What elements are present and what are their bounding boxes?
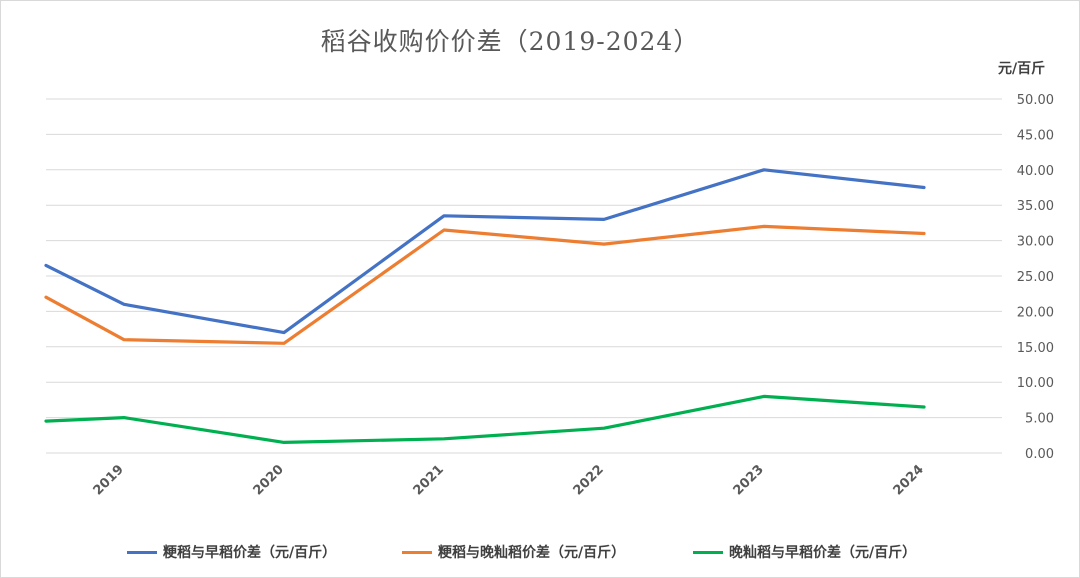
x-tick-label-2021: 2021 [411,462,447,498]
series-line-2 [44,224,926,345]
y-tick-label-6: 30.00 [1017,235,1054,250]
y-tick-label-0: 0.00 [1025,447,1054,462]
y-tick-label-7: 35.00 [1017,199,1054,214]
y-tick-label-4: 20.00 [1017,305,1054,320]
gridlines [46,98,1002,454]
x-tick-label-2023: 2023 [731,462,767,498]
series-line-3 [44,394,926,444]
legend-swatch-1 [127,550,157,554]
chart-title: 稻谷收购价价差（2019-2024） [320,27,700,56]
x-tick-label-2019: 2019 [91,462,127,498]
y-tick-label-10: 50.00 [1017,93,1054,108]
y-axis-ticks: 0.00 5.00 10.00 15.00 20.00 25.00 30.00 35.00 40… [1017,93,1054,462]
y-tick-label-2: 10.00 [1017,376,1054,391]
y-tick-label-1: 5.00 [1025,412,1054,427]
legend-item-2[interactable]: 粳稻与晚籼稻价差（元/百斤） [402,540,625,564]
x-tick-label-2020: 2020 [251,462,287,498]
legend-label-3: 晚籼稻与早稻价差（元/百斤） [729,545,917,561]
legend-swatch-2 [402,550,432,554]
series-lines [44,168,926,444]
x-tick-label-2022: 2022 [571,462,607,498]
y-tick-label-5: 25.00 [1017,270,1054,285]
series-line-1 [44,168,926,335]
legend-swatch-3 [693,550,723,554]
y-tick-label-9: 45.00 [1017,128,1054,143]
legend-label-2: 粳稻与晚籼稻价差（元/百斤） [438,545,626,561]
x-tick-label-2024: 2024 [891,462,927,498]
legend-item-3[interactable]: 晚籼稻与早稻价差（元/百斤） [693,540,916,564]
legend: 粳稻与早稻价差（元/百斤） 粳稻与晚籼稻价差（元/百斤） 晚籼稻与早稻价差（元/… [0,540,1080,564]
y-tick-label-8: 40.00 [1017,164,1054,179]
legend-item-1[interactable]: 粳稻与早稻价差（元/百斤） [127,540,336,564]
y-tick-label-3: 15.00 [1017,341,1054,356]
legend-label-1: 粳稻与早稻价差（元/百斤） [163,545,337,561]
x-axis-ticks: 2019 2020 2021 2022 2023 2024 [91,462,927,498]
y-axis-unit-label: 元/百斤 [998,61,1046,77]
